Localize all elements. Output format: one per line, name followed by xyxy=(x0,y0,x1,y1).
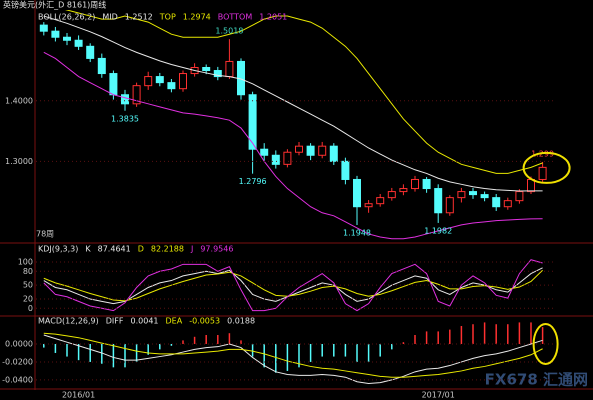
indicator-line xyxy=(65,10,543,174)
plot-area xyxy=(43,322,544,385)
candle-body xyxy=(144,76,153,87)
indicator-line xyxy=(43,267,543,305)
legend-text: KDJ(9,3,3) xyxy=(38,245,78,254)
y-tick-label: 80 xyxy=(23,267,33,276)
legend-text: D xyxy=(138,245,144,254)
candle-body xyxy=(353,178,361,208)
candle-body xyxy=(121,94,129,105)
candle-body xyxy=(376,197,385,205)
candle-body xyxy=(399,188,408,193)
period-label: 78周 xyxy=(36,230,54,239)
candle-body xyxy=(329,145,338,162)
chart-title: 英镑美元(外汇_D 8161)周线 xyxy=(3,0,106,10)
legend-text: K xyxy=(85,245,91,254)
x-tick-label: 2017/01 xyxy=(422,391,455,400)
legend-text: 87.4641 xyxy=(98,245,131,254)
candle-body xyxy=(202,67,211,72)
candle-body xyxy=(260,148,269,156)
candle-body xyxy=(364,203,373,208)
candle-body xyxy=(155,76,164,84)
y-tick-label: -0.0400 xyxy=(2,375,33,384)
y-tick-label: 100 xyxy=(18,258,33,267)
candle-body xyxy=(538,166,547,180)
indicator-line xyxy=(43,269,543,302)
candle-body xyxy=(271,154,280,165)
legend-text: 1.2512 xyxy=(125,13,153,22)
legend-text: DIFF xyxy=(106,317,124,326)
candle-body xyxy=(445,197,454,214)
candle-body xyxy=(179,73,187,90)
indicator-line xyxy=(43,332,543,378)
y-tick-label: -0.0200 xyxy=(2,357,33,366)
candle-body xyxy=(283,151,292,165)
legend-text: 82.2188 xyxy=(151,245,184,254)
legend-text: BOLL(26,26,2) xyxy=(38,13,95,22)
candle-body xyxy=(387,191,396,199)
candle-body xyxy=(480,194,489,199)
legend-text: DEA xyxy=(166,317,183,326)
legend-text: TOP xyxy=(159,13,176,22)
legend-text: -0.0053 xyxy=(189,317,220,326)
price-annotation: 1.2796 xyxy=(239,177,267,186)
indicator-line xyxy=(43,51,543,240)
candle-body xyxy=(457,191,466,199)
candle-body xyxy=(434,188,443,214)
legend-text: J xyxy=(190,245,193,254)
candle-body xyxy=(469,191,477,196)
indicator-line xyxy=(43,334,543,385)
plot-area xyxy=(39,10,547,240)
legend-text: BOTTOM xyxy=(218,13,253,22)
candle-body xyxy=(318,145,327,156)
candle-body xyxy=(411,178,419,190)
y-tick-label: 0 xyxy=(28,304,33,313)
legend-text: 1.2051 xyxy=(259,13,287,22)
candle-body xyxy=(132,85,141,105)
candle-body xyxy=(97,57,106,75)
candle-body xyxy=(51,30,60,38)
candle-body xyxy=(109,73,118,96)
legend-text: 97.9546 xyxy=(200,245,233,254)
indicator-line xyxy=(43,15,543,192)
candle-body xyxy=(213,70,222,78)
price-annotation: 1.5018 xyxy=(215,27,243,36)
y-tick-label: 50 xyxy=(23,281,33,290)
candle-body xyxy=(515,191,524,202)
y-tick-label: 1.3000 xyxy=(5,157,33,166)
y-tick-label: 0.0000 xyxy=(5,339,33,348)
candle-body xyxy=(63,36,71,41)
candle-body xyxy=(503,200,512,208)
highlight-ellipse xyxy=(532,322,559,365)
candle-body xyxy=(306,145,315,156)
price-annotation: 1.1982 xyxy=(424,226,452,235)
y-tick-label: 1.4000 xyxy=(5,96,33,105)
x-tick-label: 2016/01 xyxy=(62,391,95,400)
candle-body xyxy=(167,82,176,90)
candle-body xyxy=(86,45,95,59)
candle-body xyxy=(225,60,234,78)
legend-text: 0.0188 xyxy=(227,317,255,326)
plot-area xyxy=(43,259,543,312)
indicator-line xyxy=(43,259,543,312)
legend-text: MACD(12,26,9) xyxy=(38,317,99,326)
legend-text: 0.0041 xyxy=(131,317,159,326)
candle-body xyxy=(295,145,303,153)
candle-body xyxy=(492,197,501,208)
price-annotation: 1.1948 xyxy=(343,228,371,237)
candle-body xyxy=(74,39,83,47)
highlight-ellipse xyxy=(522,151,571,184)
y-tick-label: 20 xyxy=(23,295,33,304)
candle-body xyxy=(341,160,350,180)
legend-text: MID xyxy=(102,13,117,22)
legend-text: 1.2974 xyxy=(183,13,211,22)
candle-body xyxy=(39,24,48,32)
candle-body xyxy=(422,178,431,190)
candle-body xyxy=(248,94,257,150)
price-annotation: 1.3835 xyxy=(111,114,139,123)
